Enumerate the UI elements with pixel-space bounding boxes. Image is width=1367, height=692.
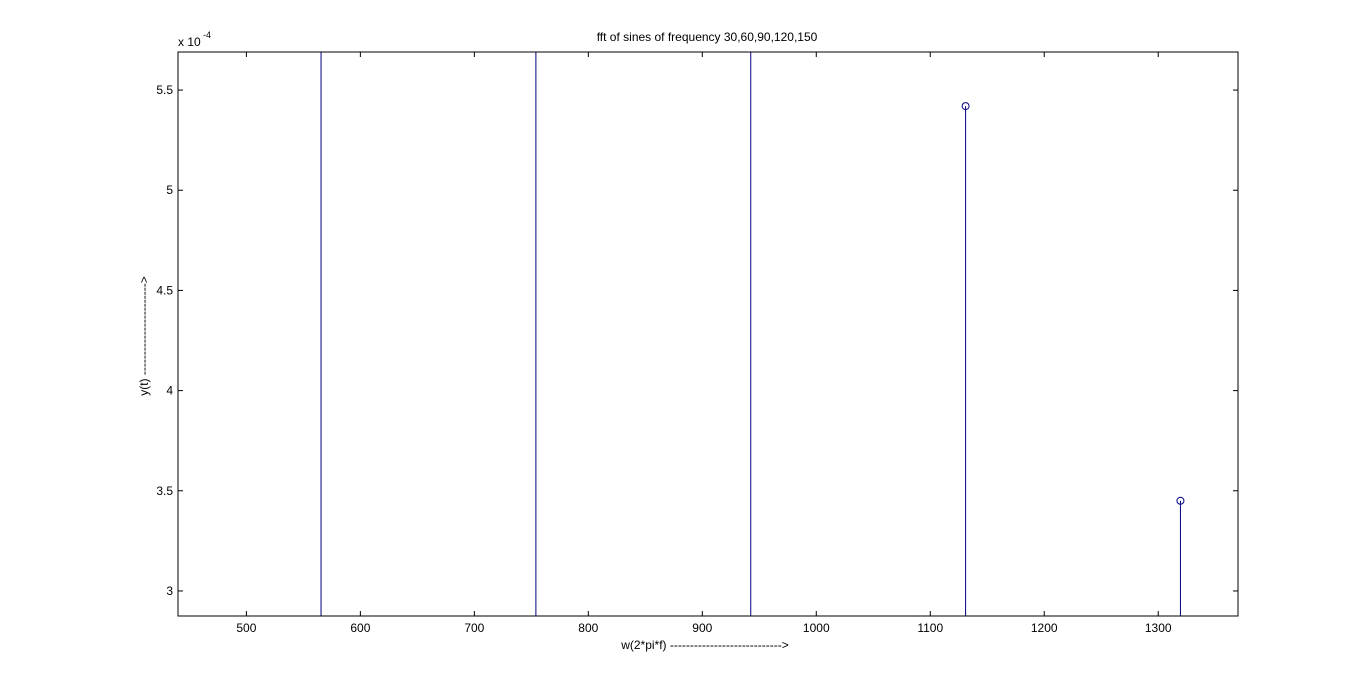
stem-marker <box>1176 496 1185 505</box>
y-tick-label: 4.5 <box>156 283 173 297</box>
y-exponent-power: -4 <box>203 30 211 40</box>
y-tick-label: 5.5 <box>156 83 173 97</box>
y-tick-label: 4 <box>166 384 173 398</box>
y-tick-label: 5 <box>166 183 173 197</box>
x-tick-label: 600 <box>350 621 370 635</box>
stem-marker <box>961 102 970 111</box>
x-tick-label: 1100 <box>917 621 943 635</box>
x-tick-label: 1300 <box>1145 621 1172 635</box>
x-tick-label: 1200 <box>1031 621 1058 635</box>
x-tick-label: 1000 <box>803 621 830 635</box>
x-tick-label: 700 <box>464 621 484 635</box>
chart-title: fft of sines of frequency 30,60,90,120,1… <box>597 30 818 44</box>
axis-ticks: 500 600 700 800 900 1000 1100 1200 1300 3 3.5 4 4.5 5… <box>156 52 1238 635</box>
y-axis-label: y(t) -----------------------> <box>137 276 151 396</box>
x-tick-label: 500 <box>236 621 256 635</box>
stem-series <box>320 52 1185 616</box>
x-tick-label: 800 <box>578 621 598 635</box>
x-axis-label: w(2*pi*f) ----------------------------> <box>620 638 789 652</box>
y-tick-label: 3 <box>166 584 173 598</box>
y-tick-label: 3.5 <box>156 484 173 498</box>
axes-background <box>178 52 1238 616</box>
x-tick-label: 900 <box>692 621 712 635</box>
axes-box <box>177 51 1239 617</box>
y-exponent-base: x 10 <box>178 35 201 49</box>
